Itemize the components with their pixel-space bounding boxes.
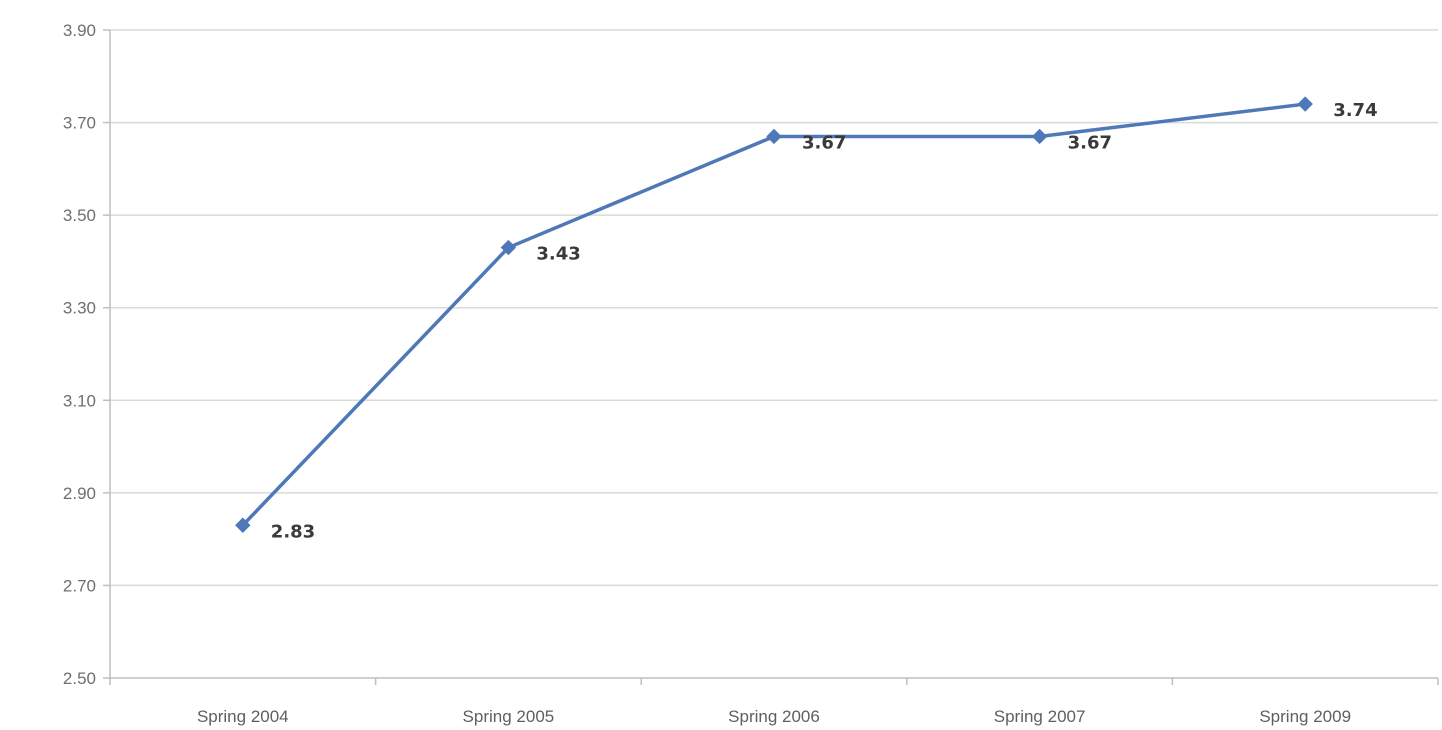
y-tick-label: 2.70	[63, 576, 96, 595]
data-label: 3.43	[536, 244, 580, 265]
y-tick-label: 3.30	[63, 299, 96, 318]
y-tick-label: 3.50	[63, 206, 96, 225]
data-labels: 2.83 3.43 3.67 3.67 3.74	[271, 100, 1378, 542]
x-tick-label: Spring 2009	[1259, 707, 1351, 726]
data-label: 2.83	[271, 521, 315, 542]
series-line-group	[241, 102, 1306, 527]
gridlines	[110, 29, 1438, 587]
data-point-marker	[500, 239, 517, 256]
data-point-marker	[766, 128, 782, 145]
y-tick-label: 3.90	[63, 21, 96, 40]
y-tick-label: 2.50	[63, 669, 96, 688]
y-axis-tick-labels: 2.50 2.70 2.90 3.10 3.30 3.50 3.70 3.90	[63, 21, 96, 688]
y-tick-label: 2.90	[63, 484, 96, 503]
x-tick-label: Spring 2007	[994, 707, 1086, 726]
series-line	[241, 102, 1306, 527]
x-axis-tick-labels: Spring 2004 Spring 2005 Spring 2006 Spring …	[197, 707, 1351, 726]
data-label: 3.67	[802, 132, 846, 153]
x-tick-label: Spring 2005	[463, 707, 555, 726]
data-point-markers	[235, 96, 1313, 533]
y-tick-label: 3.10	[63, 391, 96, 410]
data-point-marker	[235, 517, 251, 533]
data-label: 3.67	[1068, 132, 1112, 153]
axes	[103, 29, 1439, 685]
data-point-marker	[1297, 96, 1313, 112]
data-point-marker	[1031, 128, 1048, 145]
x-tick-label: Spring 2004	[197, 707, 289, 726]
y-tick-label: 3.70	[63, 114, 96, 133]
data-label: 3.74	[1333, 100, 1377, 121]
x-tick-label: Spring 2006	[728, 707, 820, 726]
